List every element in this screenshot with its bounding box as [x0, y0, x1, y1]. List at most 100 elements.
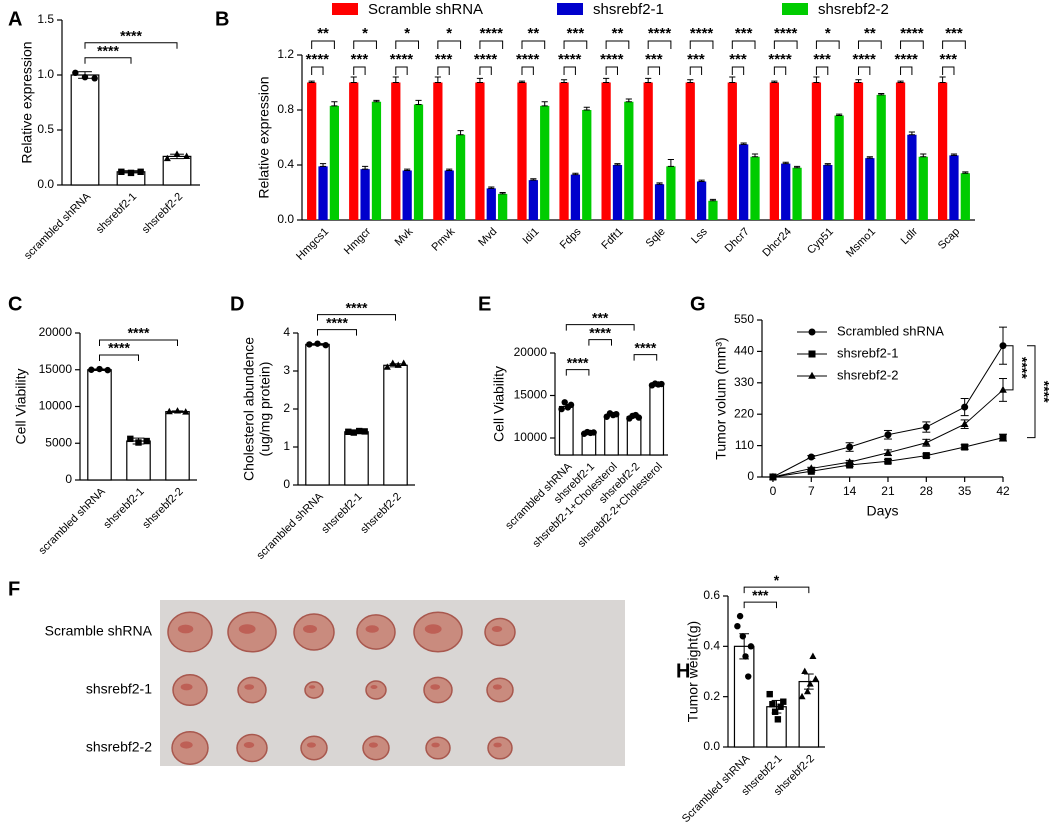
panel-label: E [478, 293, 491, 315]
tumor-vessel [492, 684, 502, 690]
significance-label: **** [648, 25, 672, 42]
significance-label: *** [729, 51, 747, 68]
tumor [365, 680, 387, 700]
error-bar [319, 163, 327, 167]
point [81, 74, 89, 81]
legend-swatch [332, 3, 358, 15]
significance-label: **** [558, 51, 582, 68]
significance-bracket [857, 66, 871, 75]
point [590, 429, 597, 436]
point [999, 342, 1007, 350]
significance-bracket [311, 66, 324, 75]
y-axis-label: Relative expression [256, 76, 272, 198]
point [846, 443, 854, 451]
bar [769, 82, 779, 220]
y-tick-label: 0.0 [37, 177, 54, 191]
point [961, 443, 969, 451]
significance-bracket [773, 66, 787, 75]
significance-label: ** [317, 25, 329, 42]
error-bar [457, 130, 464, 136]
tumor [236, 733, 268, 763]
x-tick-label: 35 [958, 484, 972, 498]
error-bar [583, 106, 590, 111]
x-tick-label: Pmvk [429, 225, 457, 253]
y-tick-label: 550 [734, 312, 754, 326]
y-tick-label: 3 [283, 363, 290, 377]
tumor [487, 736, 513, 760]
significance-bracket [743, 601, 777, 609]
point [845, 457, 854, 465]
series-line [772, 437, 1004, 478]
y-tick-label: 110 [735, 438, 754, 452]
significance-label: **** [774, 25, 798, 42]
y-axis-label: (ug/mg protein) [257, 362, 273, 457]
tumor [237, 676, 267, 704]
significance-bracket [605, 66, 618, 75]
x-tick-label: Dhcr7 [723, 226, 752, 255]
point [635, 414, 643, 421]
x-tick-label: Msmo1 [844, 226, 878, 260]
y-tick-label: 20000 [39, 325, 73, 339]
tumor [484, 617, 516, 647]
y-axis-label: Cell Viability [491, 366, 507, 442]
x-tick-label: shsrebf2-1 [101, 486, 146, 531]
bar [344, 431, 369, 486]
error-bar [362, 165, 369, 170]
error-bar [897, 80, 904, 83]
bar [165, 411, 190, 481]
significance-label: ** [528, 25, 540, 42]
error-bar [920, 153, 927, 158]
point [137, 168, 144, 175]
y-tick-label: 2 [283, 401, 290, 415]
tumor [486, 677, 514, 703]
point [961, 403, 969, 411]
row-label: Scramble shRNA [45, 623, 153, 639]
bar [318, 166, 328, 220]
error-bar [813, 76, 820, 83]
significance-label: **** [600, 51, 624, 68]
panel-label: A [8, 8, 22, 30]
x-tick-label: scrambled shRNA [255, 490, 327, 562]
significance-bracket [521, 40, 546, 49]
x-tick-label: Mvd [476, 226, 499, 249]
error-bar [950, 153, 958, 156]
significance-bracket [773, 40, 798, 49]
tumor-vessel [491, 626, 503, 632]
bar [349, 82, 359, 220]
x-tick-label: 42 [996, 484, 1010, 498]
significance-bracket [815, 66, 829, 75]
significance-label: **** [390, 51, 414, 68]
significance-label: **** [480, 25, 504, 42]
x-tick-label: shsrebf2-1 [94, 191, 139, 236]
tumor-vessel [370, 685, 378, 689]
significance-bracket [437, 66, 450, 75]
point [806, 680, 814, 687]
error-bar [560, 79, 568, 83]
point [361, 428, 368, 435]
y-tick-label: 0.6 [703, 588, 720, 602]
significance-label: *** [567, 25, 585, 42]
tumor-vessel [238, 624, 256, 634]
significance-label: **** [895, 51, 919, 68]
point [846, 461, 854, 469]
point [922, 423, 930, 431]
point [322, 341, 329, 349]
tumor [425, 736, 451, 760]
y-tick-label: 10000 [514, 430, 548, 444]
bar [612, 165, 623, 220]
y-tick-label: 1.5 [37, 12, 54, 26]
x-tick-label: Idi1 [520, 226, 541, 247]
bar [811, 82, 822, 220]
point [118, 168, 125, 175]
x-tick-label: Cyp51 [805, 226, 836, 257]
tumor [423, 676, 453, 704]
significance-label: **** [306, 51, 330, 68]
error-bar [572, 172, 579, 176]
tumor-vessel [493, 742, 502, 748]
point [747, 643, 755, 650]
error-bar [434, 76, 441, 83]
significance-bracket [99, 354, 139, 362]
significance-label: * [446, 25, 452, 42]
y-tick-label: 0.4 [277, 157, 294, 171]
error-bar [446, 168, 453, 171]
